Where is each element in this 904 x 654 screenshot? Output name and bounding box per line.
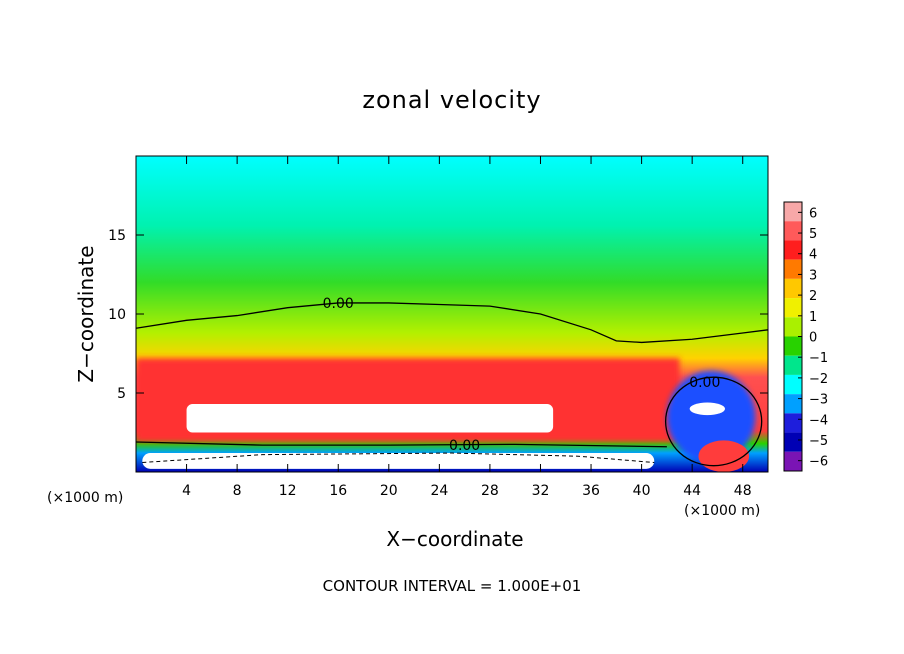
negative-contour	[142, 452, 655, 464]
x-axis-label: X−coordinate	[386, 527, 524, 551]
jet-core	[186, 404, 554, 433]
colorbar-swatch	[784, 317, 802, 337]
colorbar-tick-label: 5	[809, 227, 817, 242]
x-tick-label: 4	[182, 483, 191, 499]
x-tick-label: 20	[380, 483, 398, 499]
x-tick-label: 16	[329, 483, 347, 499]
colorbar-tick-label: 3	[809, 268, 817, 283]
colorbar-swatch	[784, 374, 802, 395]
colorbar-swatch	[784, 202, 802, 222]
x-tick-label: 32	[532, 483, 550, 499]
x-tick-label: 28	[481, 483, 499, 499]
colorbar-tick-label: −1	[809, 351, 828, 366]
ground-jet-core	[142, 453, 655, 469]
x-tick-label: 8	[233, 483, 242, 499]
colorbar-tick-label: 1	[809, 310, 817, 325]
zero-contour-upper	[135, 302, 769, 344]
vortex-region	[666, 370, 756, 463]
colorbar-tick-label: −3	[809, 393, 828, 408]
y-tick-label: 10	[108, 307, 126, 323]
x-tick-label: 40	[633, 483, 651, 499]
x-tick-label: 36	[582, 483, 600, 499]
y-tick-label: 5	[117, 386, 126, 402]
y-axis: 5 10 15	[108, 228, 768, 402]
vortex-core	[689, 402, 726, 416]
x-tick-label: 12	[279, 483, 297, 499]
colorbar-swatch	[784, 432, 802, 452]
colorbar-tick-label: −2	[809, 372, 828, 387]
vortex-surface-region	[698, 440, 750, 472]
x-axis-unit-right: (×1000 m)	[684, 503, 761, 519]
contour-lines: 0.00 0.00 0.00	[135, 296, 769, 467]
y-tick-label: 15	[108, 228, 126, 244]
colorbar-swatch	[784, 278, 802, 299]
velocity-field	[136, 156, 768, 472]
colorbar-tick-label: −4	[809, 413, 828, 428]
x-tick-label: 44	[683, 483, 701, 499]
colorbar-tick-label: 2	[809, 289, 817, 304]
x-axis: 4 8 12 16 20 24 28 32 36 40 44 48	[182, 156, 752, 499]
colorbar-swatch	[784, 240, 802, 260]
colorbar-swatch	[784, 298, 802, 318]
colorbar-swatch	[784, 451, 802, 471]
contour-interval-note: CONTOUR INTERVAL = 1.000E+01	[322, 577, 582, 595]
contour-label: 0.00	[323, 296, 354, 312]
zero-contour-vortex	[664, 376, 763, 467]
chart-title: zonal velocity	[362, 86, 542, 114]
colorbar-tick-label: 6	[809, 206, 817, 221]
x-tick-label: 24	[430, 483, 448, 499]
zero-contour-lower	[135, 441, 667, 448]
colorbar-tick-label: −5	[809, 434, 828, 449]
colorbar-tick-label: 4	[809, 248, 817, 263]
colorbar-swatch	[784, 259, 802, 279]
colorbar-swatch	[784, 394, 802, 414]
colorbar-swatch	[784, 336, 802, 356]
colorbar-swatch	[784, 413, 802, 433]
colorbar-swatch	[784, 355, 802, 375]
x-tick-label: 48	[734, 483, 752, 499]
colorbar: 6 5 4 3 2 1 0 −1 −2 −3 −4 −5 −6	[783, 201, 828, 472]
contour-label: 0.00	[449, 438, 480, 454]
contour-label: 0.00	[689, 375, 720, 391]
colorbar-tick-label: −6	[809, 455, 828, 470]
x-axis-unit-left: (×1000 m)	[47, 490, 124, 506]
colorbar-swatch	[784, 221, 802, 241]
colorbar-tick-label: 0	[809, 331, 817, 346]
